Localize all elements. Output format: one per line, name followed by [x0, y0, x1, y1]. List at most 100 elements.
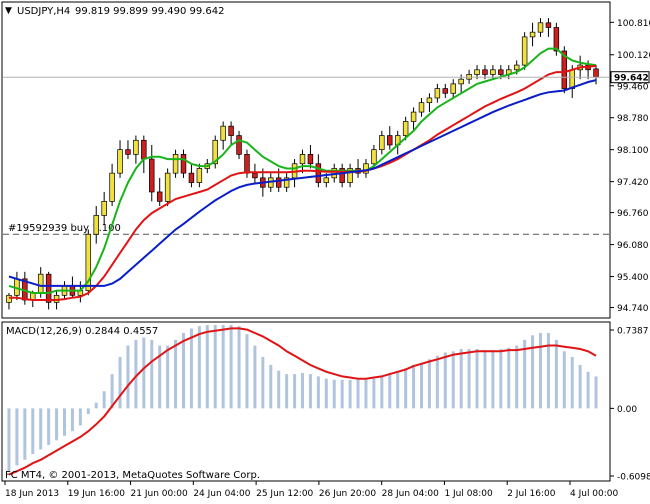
- macd-bar: [586, 371, 590, 409]
- candle-body: [426, 97, 433, 104]
- moving-averages: [8, 47, 597, 301]
- candle-body: [521, 36, 528, 66]
- macd-bar: [285, 374, 289, 409]
- macd-bar: [158, 345, 162, 409]
- time-tick-label: 26 Jun 20:00: [319, 489, 376, 499]
- macd-bar: [412, 364, 416, 409]
- candle-body: [93, 215, 99, 235]
- candle-body: [474, 69, 480, 75]
- moving-average-line: [8, 79, 597, 287]
- macd-bar: [435, 355, 439, 409]
- macd-bar: [269, 364, 273, 409]
- price-tick-label: 98.100: [617, 146, 649, 156]
- macd-bar: [594, 376, 598, 409]
- candle-body: [117, 149, 123, 174]
- macd-bar: [221, 324, 225, 409]
- candle-body: [347, 168, 353, 183]
- time-tick-label: 19 Jun 16:00: [68, 489, 125, 499]
- macd-axis: 0.7387 0.00 -0.6098: [610, 327, 650, 483]
- price-tick-label: 100.120: [617, 51, 650, 61]
- macd-tick-label: -0.6098: [617, 473, 650, 483]
- candle-body: [188, 172, 195, 183]
- candle-body: [212, 139, 218, 165]
- macd-bar: [356, 379, 360, 409]
- current-price-value: 99.642: [614, 74, 649, 84]
- candle-body: [244, 154, 250, 174]
- candle-body: [418, 102, 425, 113]
- macd-bar: [301, 372, 304, 409]
- candle-body: [149, 158, 155, 193]
- price-axis: 100.810 100.120 99.460 98.780 98.100 97.420 96…: [610, 19, 650, 314]
- macd-tick-label: 0.00: [617, 405, 637, 415]
- main-panel-frame: [1, 1, 611, 319]
- macd-bar: [570, 356, 574, 409]
- time-tick-label: 1 Jul 08:00: [444, 489, 493, 499]
- macd-bar: [182, 332, 185, 409]
- price-tick-label: 100.810: [617, 19, 650, 29]
- price-tick-label: 96.080: [617, 241, 649, 251]
- candle-body: [402, 121, 409, 136]
- macd-label: MACD(12,26,9) 0.2844 0.4557: [6, 326, 158, 337]
- candle-body: [299, 154, 306, 165]
- candle-body: [561, 50, 568, 89]
- candle-body: [172, 154, 179, 174]
- macd-bar: [253, 345, 257, 409]
- macd-bar: [189, 328, 193, 409]
- macd-bar: [546, 332, 550, 409]
- time-tick-label: 2 Jul 16:00: [507, 489, 556, 499]
- candle-body: [450, 83, 456, 94]
- macd-bar: [396, 371, 400, 409]
- macd-bar: [562, 351, 566, 409]
- macd-bar: [126, 345, 130, 409]
- macd-bar: [316, 376, 320, 409]
- candle-body: [323, 177, 330, 183]
- price-tick-label: 94.740: [617, 304, 649, 314]
- macd-bar: [110, 374, 114, 409]
- current-price-tag: [610, 71, 650, 84]
- macd-bar: [388, 374, 392, 409]
- macd-bar: [507, 347, 511, 409]
- candle-body: [141, 139, 147, 160]
- macd-bar: [372, 378, 376, 409]
- macd-bar: [47, 408, 51, 445]
- macd-bar: [348, 379, 352, 409]
- symbol-menu-icon[interactable]: ▼: [5, 6, 12, 16]
- candle-body: [164, 172, 171, 202]
- candle-body: [410, 111, 417, 122]
- candle-body: [228, 125, 234, 136]
- candle-body: [220, 125, 226, 141]
- macd-signal-path: [8, 327, 597, 476]
- macd-bar: [515, 345, 519, 409]
- price-tick-label: 95.400: [617, 273, 649, 283]
- price-tick-label: 98.780: [617, 114, 649, 124]
- copyright-text: FC MT4, © 2001-2013, MetaQuotes Software…: [5, 470, 260, 481]
- macd-bar: [237, 326, 241, 409]
- macd-bar: [70, 408, 74, 432]
- macd-bar: [443, 352, 447, 409]
- macd-histogram: [7, 324, 598, 472]
- macd-tick-label: 0.7387: [617, 327, 649, 337]
- macd-bar: [491, 350, 495, 409]
- macd-bar: [475, 348, 479, 409]
- candle-body: [85, 233, 92, 291]
- macd-bar: [332, 379, 336, 409]
- macd-bar: [213, 324, 217, 409]
- candle-body: [109, 172, 115, 202]
- candle-body: [490, 69, 496, 75]
- candle-body: [236, 135, 242, 155]
- candle-body: [458, 78, 464, 85]
- candle-body: [387, 135, 393, 146]
- macd-bar: [166, 345, 170, 409]
- candle-body: [307, 154, 314, 165]
- candle-body: [379, 135, 385, 151]
- macd-bar: [459, 348, 463, 409]
- macd-bar: [229, 324, 233, 409]
- macd-bar: [531, 335, 535, 409]
- candle-body: [101, 200, 107, 216]
- macd-bar: [427, 359, 431, 409]
- macd-bar: [245, 334, 249, 409]
- candles: [6, 18, 599, 310]
- candle-body: [133, 139, 139, 155]
